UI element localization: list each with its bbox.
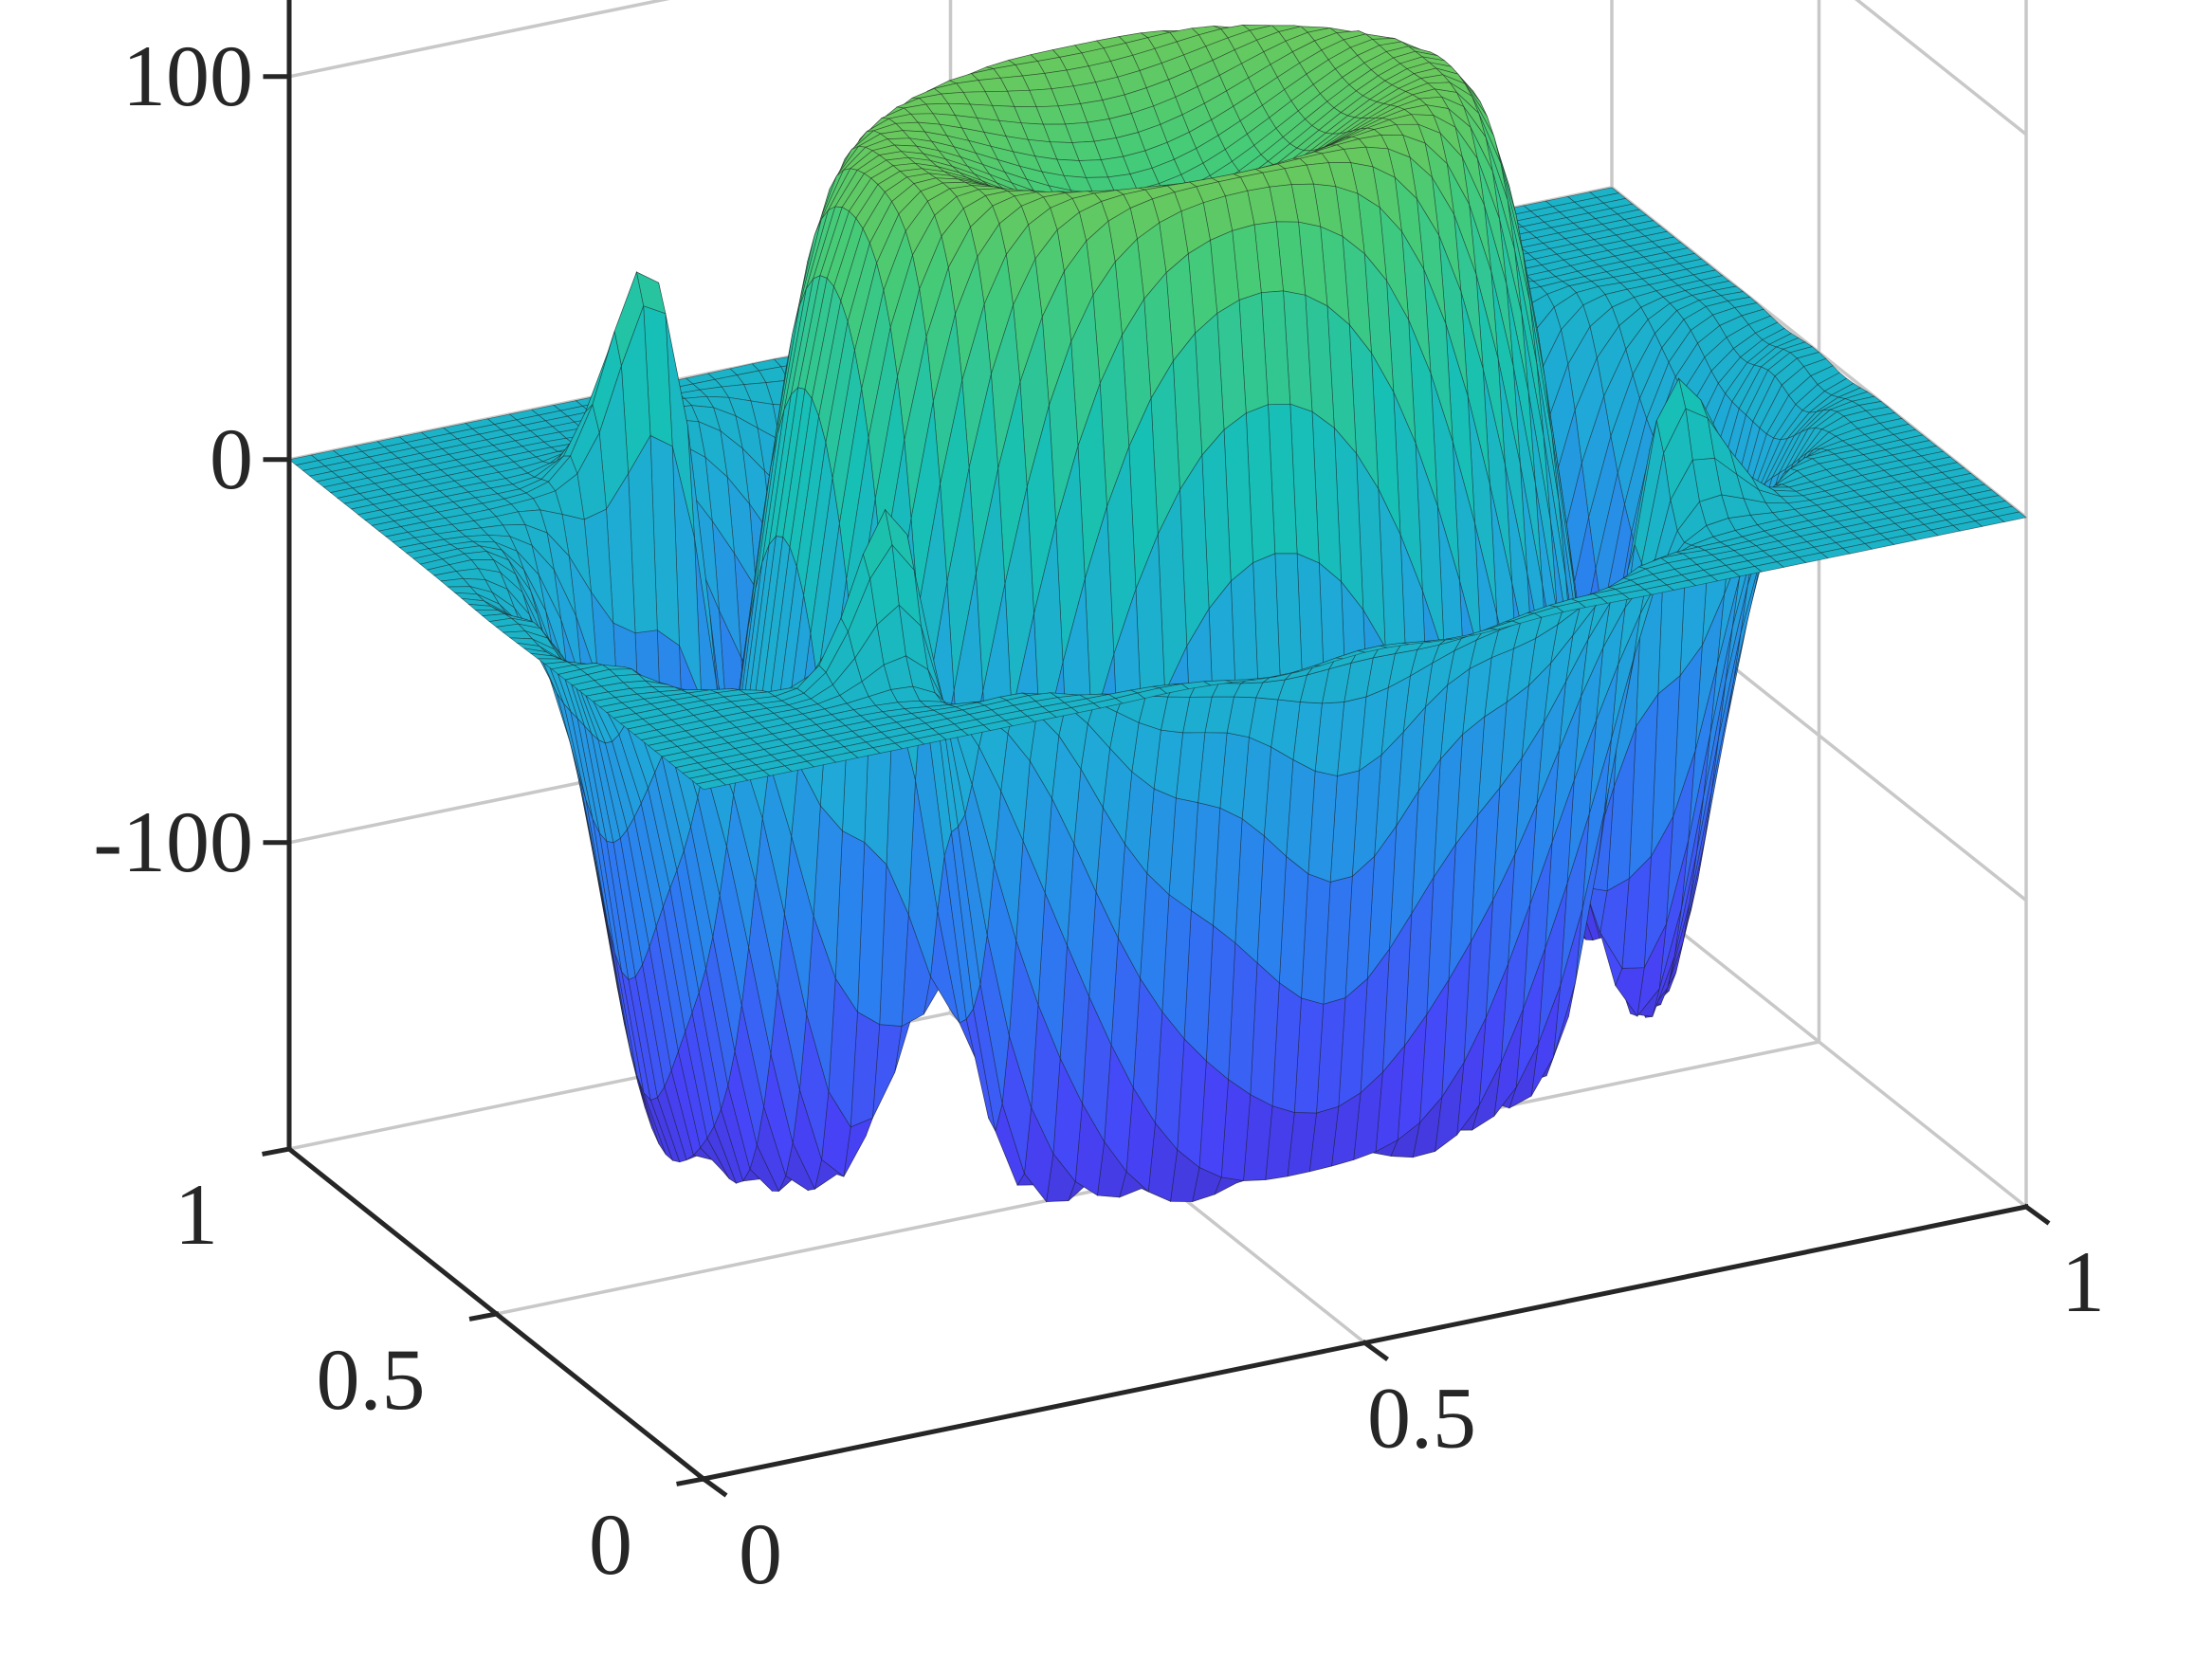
y-tick-label: 1 (174, 1166, 218, 1263)
z-tick-label: 0 (210, 410, 253, 507)
y-tick (676, 1476, 706, 1486)
z-tick-label: 100 (122, 27, 253, 124)
x-tick (2022, 1203, 2051, 1226)
axes (262, 0, 2051, 1498)
y-tick (262, 1146, 292, 1157)
grid-z-line (288, 0, 2028, 137)
z-tick-label: -100 (93, 793, 253, 890)
y-tick-label: 0 (589, 1496, 632, 1593)
x-tick-label: 1 (2061, 1233, 2105, 1330)
surface-mesh (288, 25, 2027, 1203)
x-tick-label: 0 (739, 1505, 782, 1602)
y-tick-label: 0.5 (317, 1331, 426, 1428)
x-tick (1362, 1340, 1389, 1361)
x-tick-label: 0.5 (1367, 1370, 1476, 1467)
surface-face (695, 778, 727, 791)
x-tick (700, 1475, 728, 1498)
y-tick (468, 1311, 500, 1322)
